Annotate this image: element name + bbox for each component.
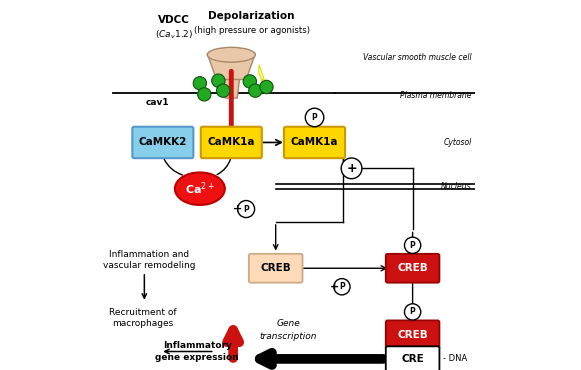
Text: Nucleus: Nucleus: [441, 182, 472, 191]
Text: CREB: CREB: [260, 263, 291, 273]
Text: Inflammatory: Inflammatory: [163, 342, 232, 350]
Text: vascular remodeling: vascular remodeling: [103, 261, 195, 270]
Text: gene expression: gene expression: [156, 353, 239, 361]
Circle shape: [243, 75, 256, 88]
Text: (high pressure or agonists): (high pressure or agonists): [193, 26, 310, 35]
Ellipse shape: [207, 47, 256, 62]
Text: Depolarization: Depolarization: [209, 10, 295, 21]
Text: Recruitment of: Recruitment of: [109, 308, 176, 317]
Text: P: P: [410, 241, 415, 250]
Text: Cytosol: Cytosol: [443, 138, 472, 147]
Text: CaMK1a: CaMK1a: [207, 137, 255, 148]
FancyBboxPatch shape: [386, 320, 439, 349]
Text: Inflammation and: Inflammation and: [109, 250, 189, 259]
Text: P: P: [311, 113, 317, 122]
Circle shape: [404, 237, 421, 253]
FancyBboxPatch shape: [132, 127, 193, 158]
Text: +: +: [346, 162, 357, 175]
Circle shape: [193, 77, 206, 90]
Text: - DNA: - DNA: [443, 354, 467, 363]
FancyBboxPatch shape: [249, 254, 303, 283]
Circle shape: [334, 279, 350, 295]
Text: $(Ca_v1.2)$: $(Ca_v1.2)$: [155, 29, 193, 41]
Polygon shape: [207, 54, 256, 80]
Text: Plasma membrane: Plasma membrane: [400, 91, 472, 100]
Text: CREB: CREB: [397, 263, 428, 273]
FancyBboxPatch shape: [386, 254, 439, 283]
Circle shape: [238, 201, 254, 218]
Circle shape: [217, 84, 230, 97]
Circle shape: [260, 80, 273, 94]
Polygon shape: [259, 65, 267, 94]
Circle shape: [305, 108, 324, 127]
Polygon shape: [223, 80, 239, 98]
Circle shape: [198, 88, 211, 101]
Circle shape: [249, 84, 262, 97]
Text: Gene: Gene: [277, 319, 300, 328]
FancyBboxPatch shape: [284, 127, 345, 158]
FancyBboxPatch shape: [201, 127, 262, 158]
Text: CaMKK2: CaMKK2: [139, 137, 187, 148]
Text: Ca$^{2+}$: Ca$^{2+}$: [185, 181, 215, 197]
Text: +: +: [234, 204, 243, 214]
Text: cav1: cav1: [145, 98, 169, 107]
Ellipse shape: [175, 172, 225, 205]
Text: +: +: [330, 282, 339, 292]
Text: CaMK1a: CaMK1a: [291, 137, 338, 148]
Circle shape: [404, 304, 421, 320]
Text: VDCC: VDCC: [158, 15, 190, 26]
Text: P: P: [243, 205, 249, 213]
Text: CREB: CREB: [397, 330, 428, 340]
Text: CRE: CRE: [401, 354, 424, 364]
Text: macrophages: macrophages: [112, 319, 173, 328]
Text: Vascular smooth muscle cell: Vascular smooth muscle cell: [363, 53, 472, 62]
FancyBboxPatch shape: [386, 346, 439, 370]
Circle shape: [341, 158, 362, 179]
Text: transcription: transcription: [260, 332, 317, 341]
Circle shape: [211, 74, 225, 87]
Text: P: P: [410, 307, 415, 316]
Text: P: P: [339, 282, 345, 291]
